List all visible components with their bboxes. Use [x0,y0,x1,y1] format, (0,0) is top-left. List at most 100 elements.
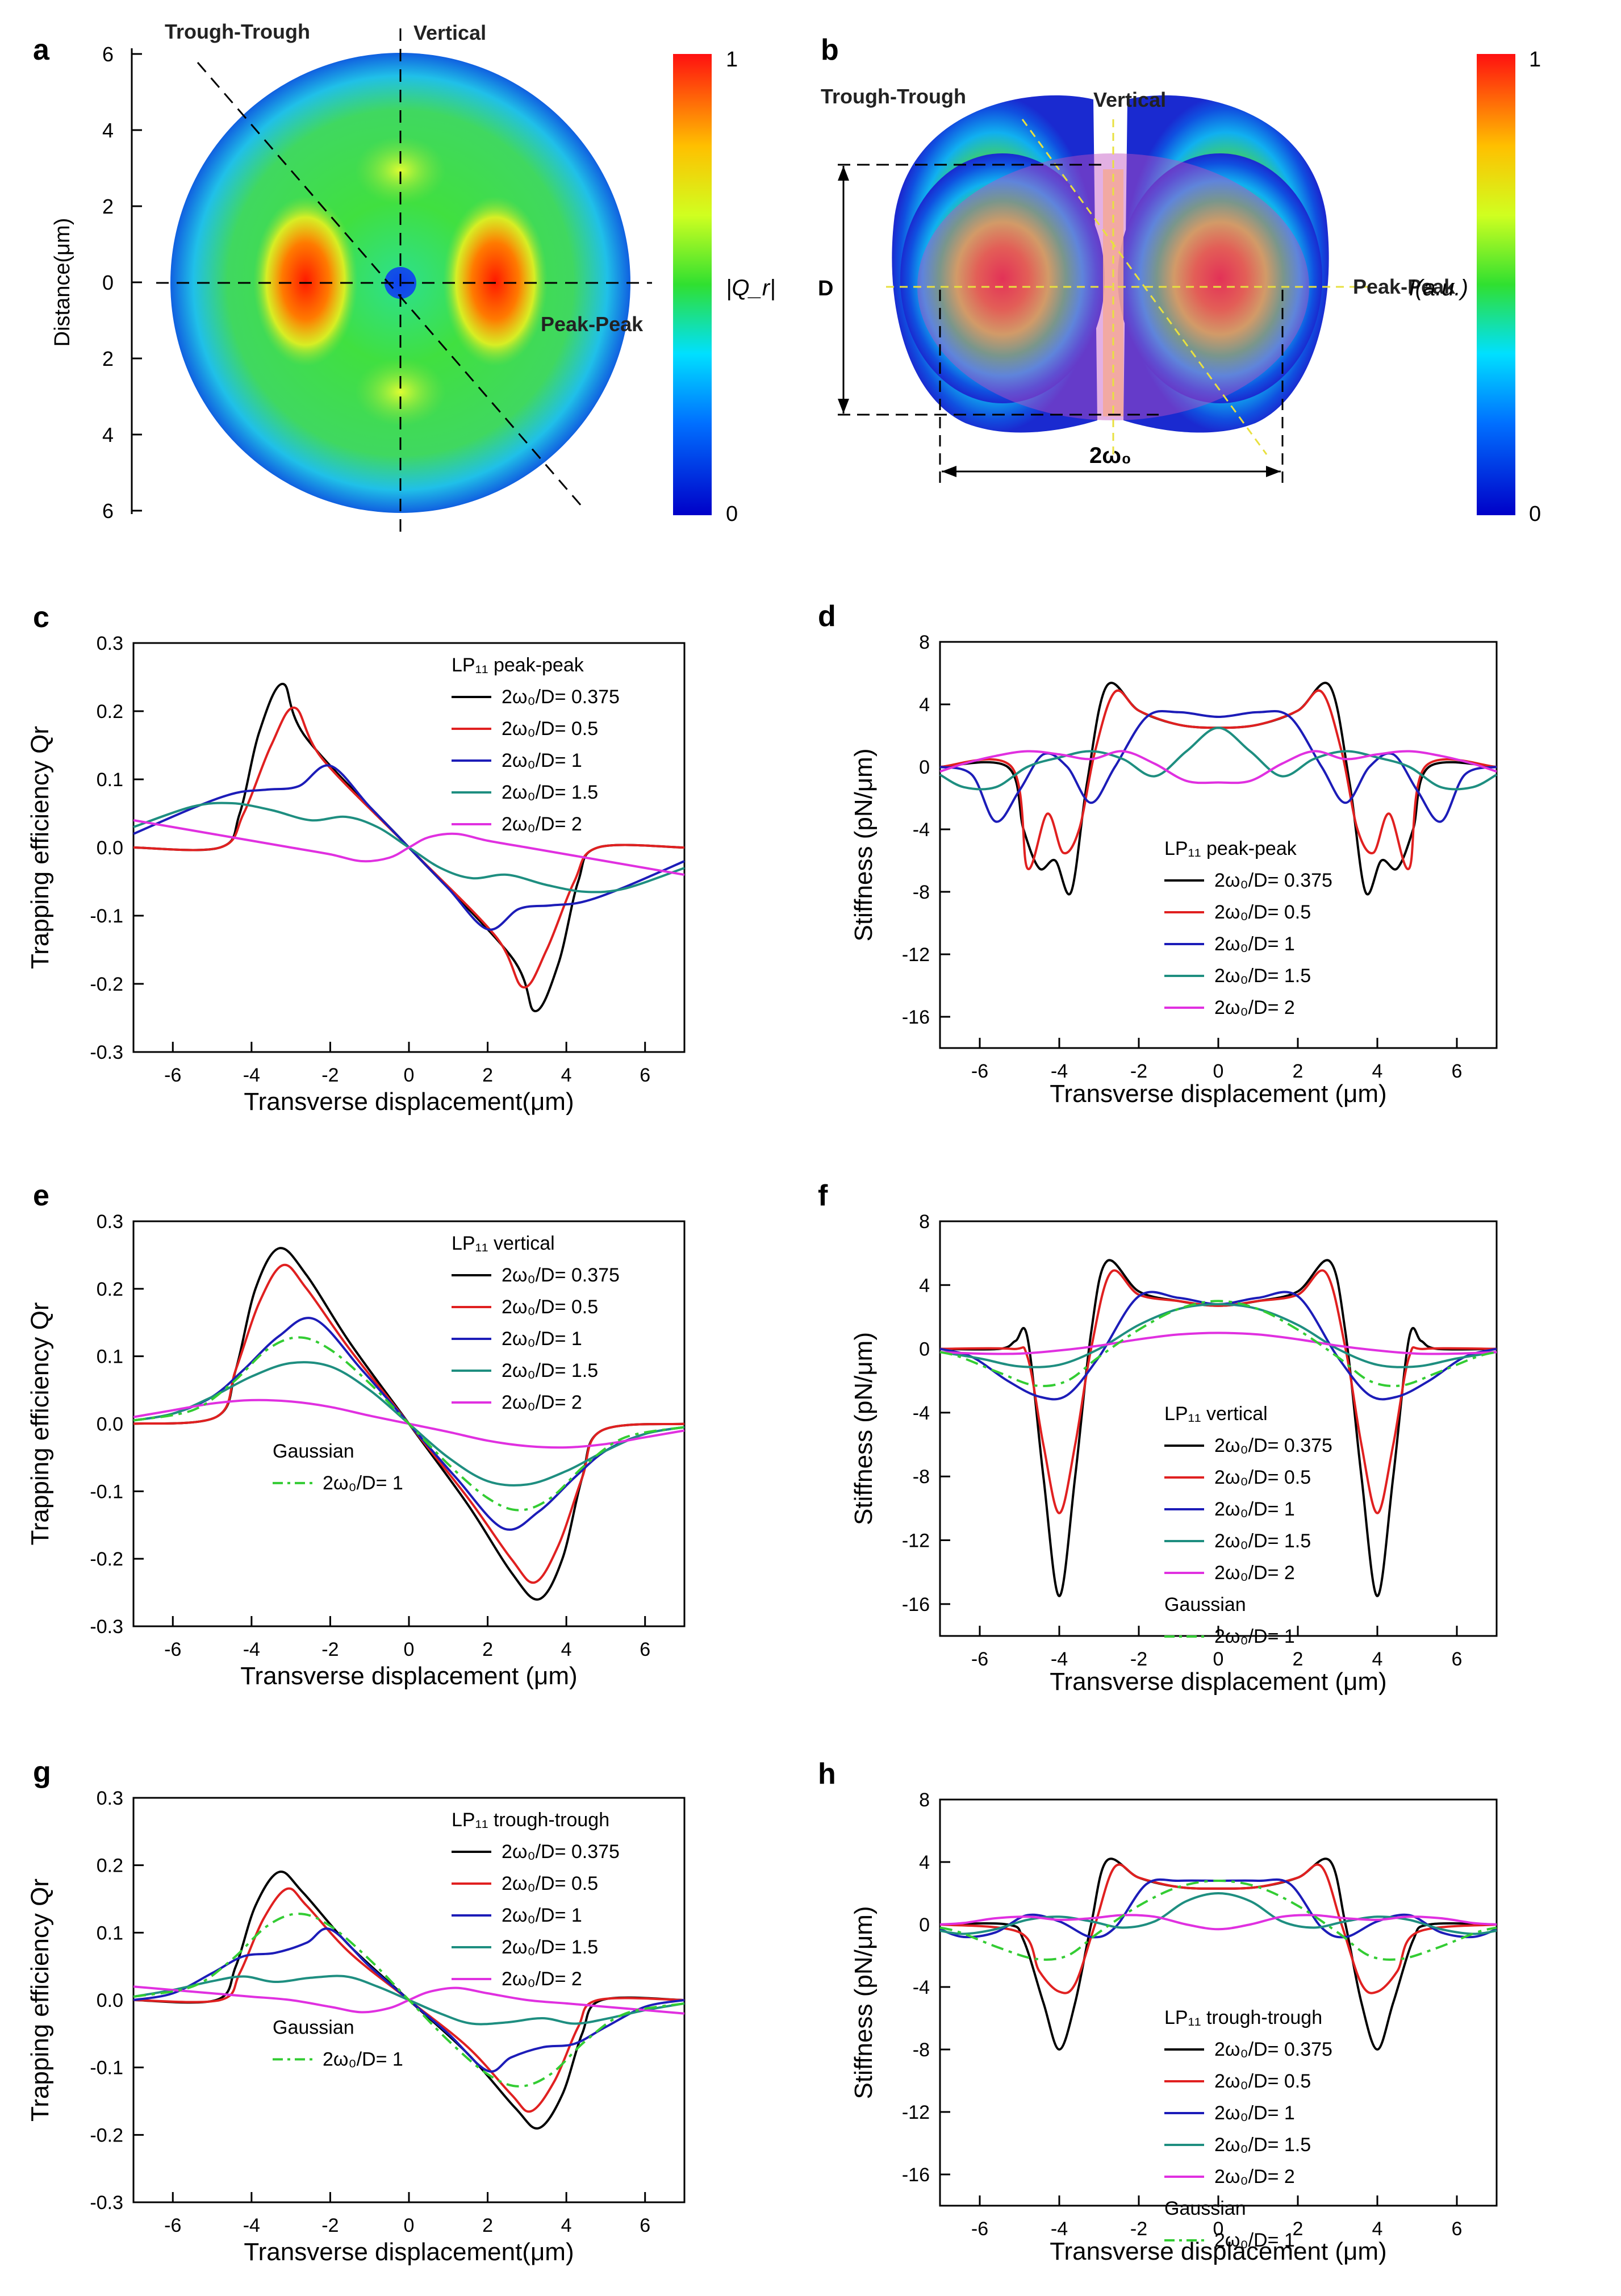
y-tick-label: 0.3 [97,1211,123,1233]
y-tick-label: 0.0 [97,1414,123,1435]
a-colorbar [673,54,712,515]
x-tick-label: 6 [640,2215,650,2236]
y-tick-label: -0.1 [90,2057,123,2079]
legend-item: 2ω₀/D= 1.5 [1164,1530,1311,1552]
x-tick-label: 2 [482,2215,493,2236]
legend-item: 2ω₀/D= 0.375 [1164,2039,1332,2060]
x-tick-label: 0 [1213,1061,1224,1082]
legend-label: 2ω₀/D= 2 [502,1968,582,1990]
legend-label: 2ω₀/D= 1 [502,750,582,771]
x-tick-label: 6 [1452,1648,1463,1670]
legend-label: 2ω₀/D= 1.5 [502,782,598,803]
legend-label: 2ω₀/D= 1 [323,2048,403,2070]
panel-h: h -16 -12 -8 -4 0 4 8 -6 -4 -2 0 2 4 6 Transverse displ… [818,1758,1498,2265]
legend-label: 2ω₀/D= 1 [1214,2102,1295,2124]
b-label-peak-peak: Peak-Peak [1353,275,1456,298]
w0-arrow-head-left [942,466,956,477]
legend-item: 2ω₀/D= 2 [1164,1562,1295,1584]
legend-label: 2ω₀/D= 1.5 [502,1936,598,1958]
b-colorbar-max: 1 [1529,48,1541,72]
x-tick-label: 4 [561,1639,572,1660]
legend-label: 2ω₀/D= 0.375 [502,1841,620,1863]
legend-item: 2ω₀/D= 0.375 [452,1841,620,1863]
legend-item: 2ω₀/D= 2 [1164,997,1295,1018]
x-tick-label: -2 [1130,1648,1147,1670]
legend-title: LP₁₁ trough-trough [1164,2007,1322,2028]
x-tick-label: 4 [1372,1061,1383,1082]
legend-title: LP₁₁ vertical [1164,1403,1268,1425]
legend-label: 2ω₀/D= 1 [1214,933,1295,955]
x-tick-label: 4 [1372,1648,1383,1670]
y-tick-label: 0 [919,757,930,778]
y-tick-label: -8 [913,1466,930,1488]
series-line-5 [133,1913,685,2088]
legend-item: 2ω₀/D= 1.5 [452,782,598,803]
x-tick-label: 0 [1213,1648,1224,1670]
series-line-5 [133,1336,685,1512]
x-tick-label: 4 [1372,2218,1383,2240]
a-colorbar-max: 1 [726,48,738,72]
x-tick-label: -4 [243,1639,260,1660]
y-tick-label: -12 [902,944,930,966]
legend-item: 2ω₀/D= 1.5 [1164,2134,1311,2156]
legend-gaussian-title: Gaussian [1164,1594,1246,1615]
y-tick-label: -0.2 [90,2124,123,2146]
x-tick-label: -2 [1130,2218,1147,2240]
legend-label: 2ω₀/D= 1.5 [502,1360,598,1381]
y-tick-label: -12 [902,2102,930,2123]
legend-item: 2ω₀/D= 2 [452,1392,582,1413]
legend-title: LP₁₁ peak-peak [452,654,584,676]
y-tick-label: -8 [913,882,930,903]
fiber-core-strip [1103,169,1123,416]
y-tick-label: -0.1 [90,1481,123,1502]
panel-d: d -16 -12 -8 -4 0 4 8 -6 -4 -2 0 2 4 6 Transverse displ… [818,600,1498,1108]
legend-gaussian-title: Gaussian [273,1441,354,1462]
a-colorbar-label: |Q_r| [726,275,775,300]
y-axis-label: Stiffness (pN/μm) [850,749,878,942]
x-tick-label: 6 [640,1639,650,1660]
legend-label: 2ω₀/D= 2 [502,1392,582,1413]
series-line-4 [939,1331,1497,1355]
legend-item: 2ω₀/D= 0.5 [1164,901,1311,923]
x-axis-label: Transverse displacement (μm) [1050,1668,1386,1696]
a-tick-label: 6 [102,499,114,523]
legend-label: 2ω₀/D= 2 [1214,2166,1295,2188]
legend-label: 2ω₀/D= 1 [1214,1626,1295,1647]
legend-item: 2ω₀/D= 0.375 [1164,870,1332,891]
y-tick-label: 0.0 [97,1990,123,2011]
a-tick-label: 6 [102,43,114,66]
y-tick-label: -4 [913,819,930,841]
panel-c: c -0.3 -0.2 -0.1 0.0 0.1 0.2 0.3 -6 -4 -2 0 2 4 6 Trans… [26,601,686,1116]
legend-item: 2ω₀/D= 0.5 [1164,1467,1311,1488]
y-tick-label: 0.1 [97,1346,123,1368]
legend-title: LP₁₁ peak-peak [1164,838,1297,859]
legend-label: 2ω₀/D= 0.375 [1214,1435,1332,1456]
x-tick-label: -2 [1130,1061,1147,1082]
x-tick-label: 4 [561,1064,572,1086]
x-tick-label: -6 [164,1064,181,1086]
x-tick-label: -4 [1051,1648,1068,1670]
y-tick-label: 0.2 [97,701,123,723]
panel-letter-c: c [33,601,49,634]
panel-letter-e: e [33,1179,49,1212]
y-axis-label: Stiffness (pN/μm) [850,1332,878,1525]
panel-g: g -0.3 -0.2 -0.1 0.0 0.1 0.2 0.3 -6 -4 -2 0 2 4 6 Trans… [26,1756,686,2266]
legend-label: 2ω₀/D= 0.5 [1214,1467,1311,1488]
legend-item: 2ω₀/D= 0.375 [452,1264,620,1286]
x-axis-label: Transverse displacement (μm) [240,1662,577,1690]
y-tick-label: -8 [913,2039,930,2061]
legend-gaussian-title: Gaussian [273,2017,354,2038]
y-tick-label: 4 [919,694,930,716]
y-tick-label: -0.2 [90,974,123,995]
legend-item: 2ω₀/D= 1.5 [452,1936,598,1958]
y-tick-label: 0.0 [97,837,123,859]
intensity-core-right [1118,153,1322,403]
legend-title: LP₁₁ vertical [452,1233,555,1254]
legend-gaussian-title: Gaussian [1164,2198,1246,2219]
y-tick-label: 0.3 [97,1788,123,1809]
b-colorbar-label: I(a.u.) [1409,275,1468,300]
y-tick-label: 4 [919,1852,930,1873]
legend-item: 2ω₀/D= 1 [1164,1498,1295,1520]
intensity-core-left [900,153,1105,403]
